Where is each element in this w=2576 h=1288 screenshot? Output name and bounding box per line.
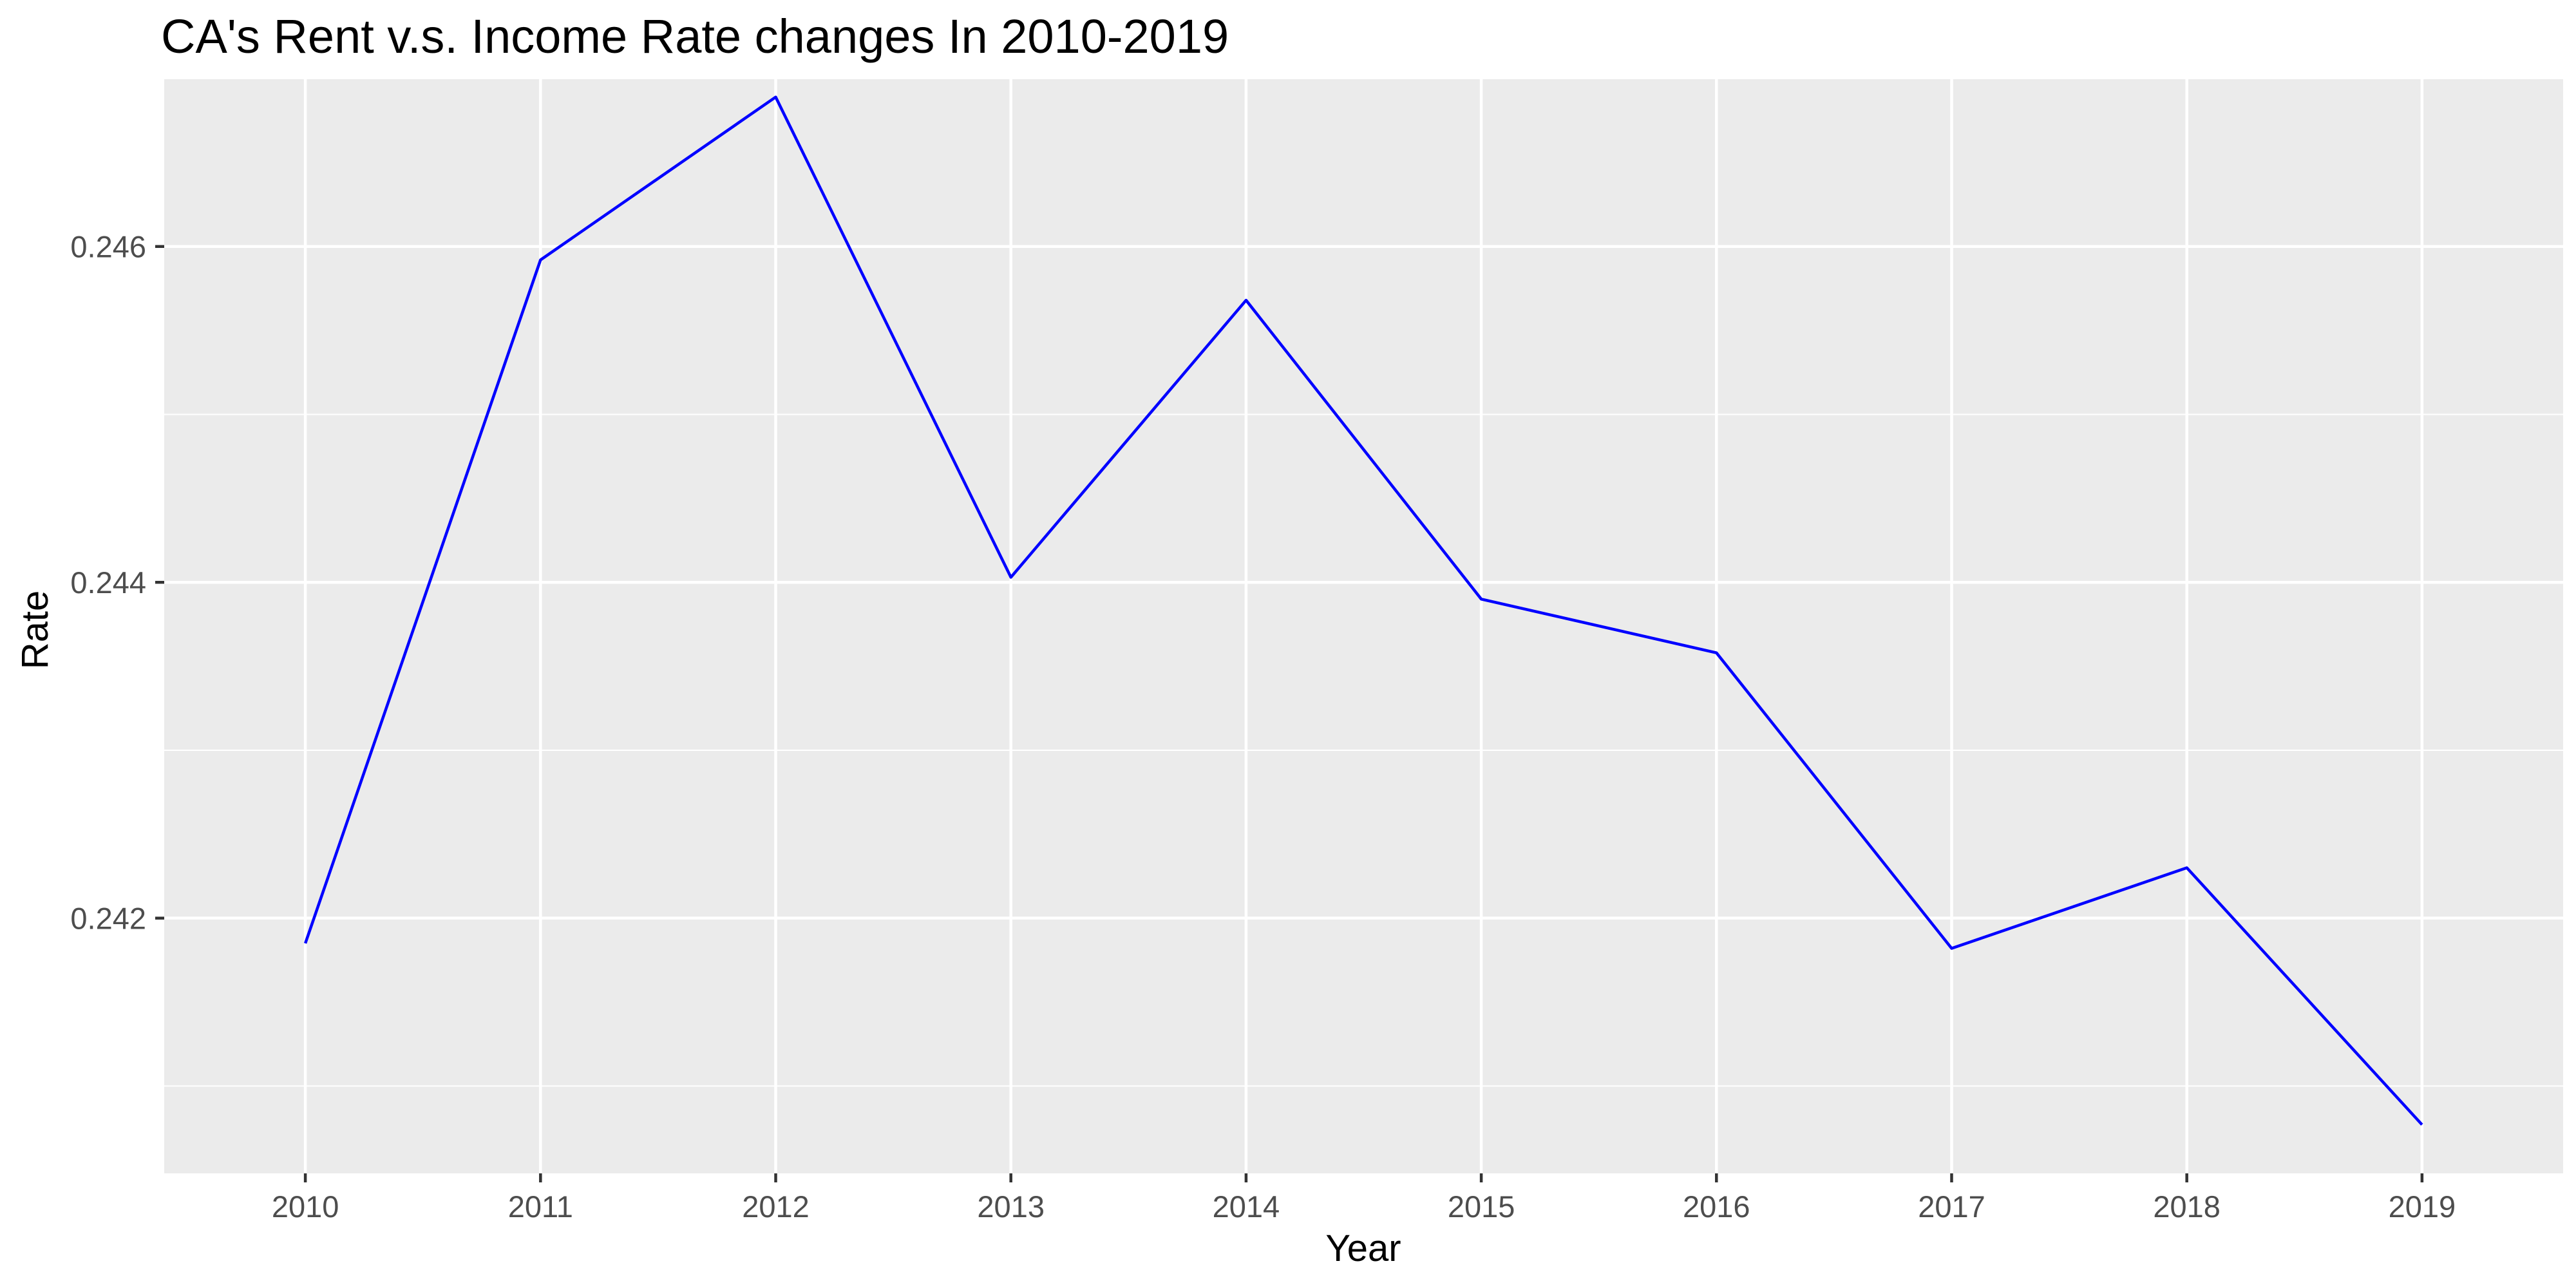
- y-tick-label-0.244: 0.244: [70, 565, 146, 600]
- series-layer: [303, 95, 2423, 1126]
- x-tick-label-2018: 2018: [2153, 1189, 2221, 1224]
- x-axis: 2010 2011 2012 2013 2014 2015 2016 2017 2018 2019: [272, 1173, 2456, 1224]
- x-tick-label-2017: 2017: [1918, 1189, 1985, 1224]
- y-axis: 0.242 0.244 0.246: [70, 230, 164, 936]
- minor-gridlines: [164, 78, 2563, 1087]
- x-tick-label-2015: 2015: [1448, 1189, 1515, 1224]
- x-axis-title: Year: [1325, 1227, 1401, 1269]
- y-tick-label-0.246: 0.246: [70, 230, 146, 264]
- x-tick-label-2019: 2019: [2389, 1189, 2456, 1224]
- plot-panel: [164, 79, 2563, 1173]
- x-tick-label-2012: 2012: [742, 1189, 810, 1224]
- y-tick-label-0.242: 0.242: [70, 902, 146, 936]
- x-tick-label-2016: 2016: [1683, 1189, 1750, 1224]
- x-tick-label-2010: 2010: [272, 1189, 339, 1224]
- x-tick-label-2014: 2014: [1213, 1189, 1280, 1224]
- x-tick-label-2013: 2013: [977, 1189, 1045, 1224]
- chart-title: CA's Rent v.s. Income Rate changes In 20…: [161, 10, 1229, 63]
- y-axis-title: Rate: [14, 591, 56, 670]
- major-gridlines: [164, 79, 2563, 1173]
- x-tick-label-2011: 2011: [508, 1189, 573, 1224]
- series-line-0: [303, 95, 2423, 1126]
